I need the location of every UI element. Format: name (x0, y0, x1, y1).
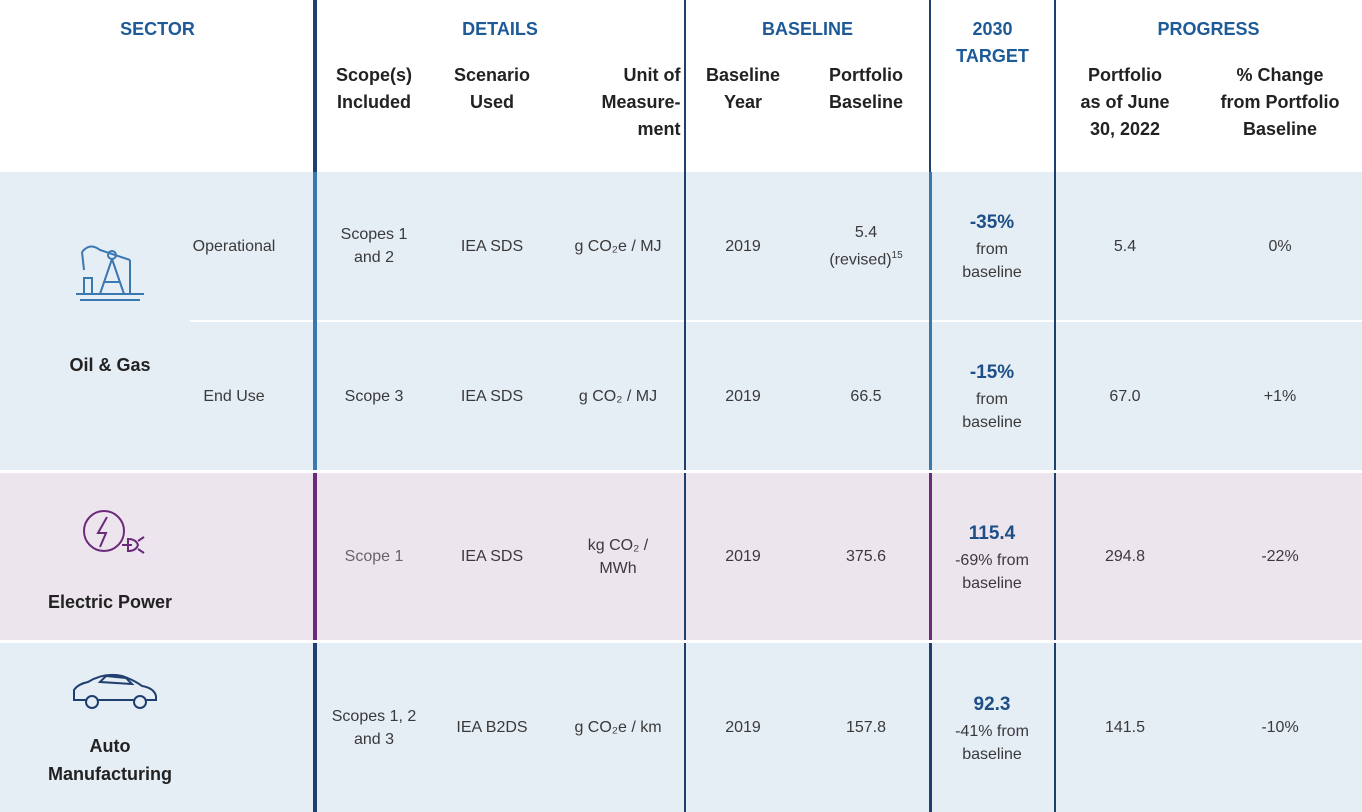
portfolio-baseline: 157.8 (845, 719, 887, 736)
target: 115.4 -69% from baseline (932, 473, 1052, 640)
unit: g CO₂e / km (574, 719, 662, 736)
baseline-year: 2019 (725, 548, 761, 565)
change: -22% (1261, 548, 1299, 565)
unit: g CO₂ / MJ (578, 387, 658, 405)
column-divider (313, 172, 317, 470)
segment-label: Operational (192, 237, 276, 255)
column-divider (1054, 643, 1056, 812)
target: 92.3 -41% from baseline (932, 643, 1052, 812)
target-note: -41% from baseline (955, 722, 1029, 763)
group-header: PROGRESS (1157, 19, 1260, 39)
footnote: 15 (891, 249, 903, 261)
sector-background (0, 473, 1362, 640)
portfolio-2022: 141.5 (1104, 719, 1146, 736)
column-divider (684, 172, 686, 470)
column-divider (1054, 172, 1056, 470)
target-value: 115.4 (968, 522, 1016, 544)
sector-name: Electric Power (47, 592, 173, 612)
target: -15% from baseline (932, 322, 1052, 470)
target-value: -35% (969, 212, 1015, 233)
column-divider (929, 643, 932, 812)
baseline-value: 5.4 (854, 223, 878, 241)
group-header: SECTOR (120, 19, 195, 39)
scope: Scope 3 (344, 387, 404, 405)
column-divider (313, 0, 317, 172)
scenario: IEA SDS (460, 387, 524, 405)
group-header: DETAILS (462, 19, 538, 39)
unit: g CO₂e / MJ (574, 237, 662, 255)
electric-icon (83, 510, 145, 554)
column-divider (684, 643, 686, 812)
column-divider (1054, 0, 1056, 172)
column-header: Scenario Used (453, 65, 531, 112)
portfolio-2022: 67.0 (1109, 387, 1141, 405)
portfolio-baseline: 375.6 (845, 548, 887, 565)
group-header: BASELINE (761, 19, 853, 39)
group-header: 2030 TARGET (956, 19, 1029, 66)
column-divider (1054, 473, 1056, 640)
baseline-year: 2019 (725, 719, 761, 736)
column-divider (929, 172, 932, 470)
portfolio-baseline: 66.5 (850, 387, 882, 405)
auto-icon (73, 673, 157, 709)
column-divider (929, 0, 931, 172)
change: -10% (1261, 719, 1299, 736)
scenario: IEA SDS (460, 237, 524, 255)
column-divider (684, 0, 686, 172)
column-header: Unit of Measure- ment (601, 65, 681, 139)
portfolio-2022: 5.4 (1113, 237, 1137, 255)
column-header: Portfolio Baseline (828, 65, 904, 112)
column-divider (313, 473, 317, 640)
scope: Scope 1 (344, 548, 404, 565)
portfolio-baseline: 5.4 (revised)15 (806, 172, 926, 320)
sector-background (0, 643, 1362, 812)
target: -35% from baseline (932, 172, 1052, 320)
target-value: -15% (969, 362, 1015, 383)
oil-gas-icon (76, 245, 144, 301)
unit: kg CO₂ / MWh (587, 536, 649, 577)
baseline-year: 2019 (725, 237, 761, 255)
sector-name: Oil & Gas (69, 355, 151, 375)
change: +1% (1263, 387, 1297, 405)
scenario: IEA SDS (460, 548, 524, 565)
baseline-note-line: (revised)15 (829, 244, 902, 271)
baseline-note: (revised) (829, 251, 892, 269)
column-header: Portfolio as of June 30, 2022 (1080, 65, 1170, 139)
column-divider (929, 473, 932, 640)
target-note: from baseline (962, 391, 1022, 431)
column-header: Baseline Year (705, 65, 781, 112)
scope: Scopes 1, 2 and 3 (331, 707, 417, 748)
scenario: IEA B2DS (456, 719, 528, 736)
target-note: -69% from baseline (955, 551, 1029, 592)
portfolio-2022: 294.8 (1104, 548, 1146, 565)
target-value: 92.3 (973, 693, 1011, 715)
baseline-year: 2019 (725, 387, 761, 405)
change: 0% (1268, 237, 1292, 255)
scope: Scopes 1 and 2 (340, 226, 408, 266)
target-note: from baseline (962, 241, 1022, 281)
segment-label: End Use (203, 387, 265, 405)
column-divider (684, 473, 686, 640)
column-header: % Change from Portfolio Baseline (1220, 65, 1340, 139)
column-header: Scope(s) Included (335, 65, 413, 112)
sector-name: Auto Manufacturing (48, 736, 172, 784)
column-divider (313, 643, 317, 812)
row-separator (190, 320, 1362, 322)
